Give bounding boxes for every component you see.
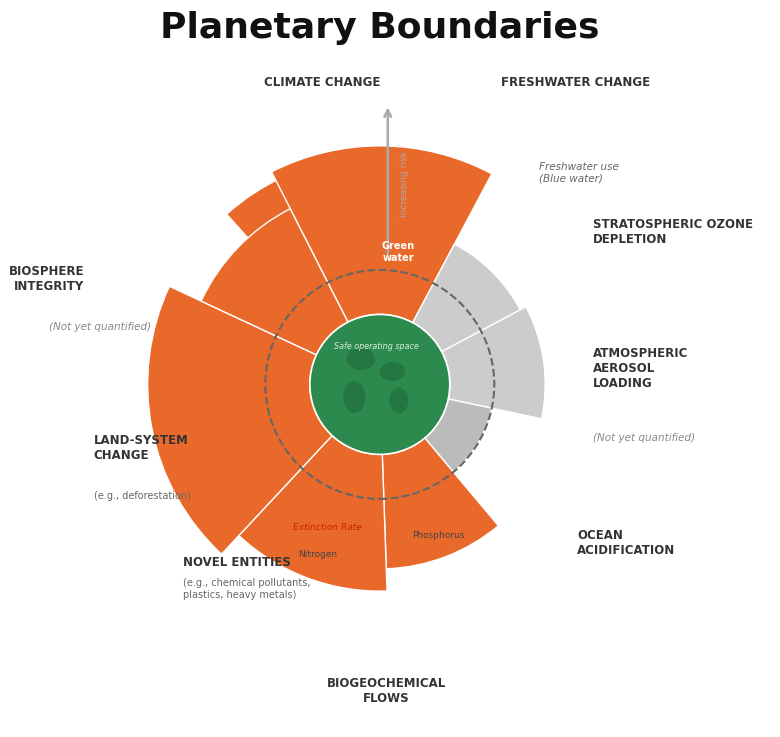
Wedge shape bbox=[382, 438, 498, 569]
Wedge shape bbox=[407, 279, 448, 329]
Wedge shape bbox=[147, 286, 332, 554]
Wedge shape bbox=[227, 157, 371, 332]
Text: Green
water: Green water bbox=[382, 241, 415, 263]
Text: Freshwater use
(Blue water): Freshwater use (Blue water) bbox=[539, 162, 619, 184]
Text: Planetary Boundaries: Planetary Boundaries bbox=[160, 11, 600, 45]
Text: Increasing risk: Increasing risk bbox=[400, 151, 410, 217]
Text: (Not yet quantified): (Not yet quantified) bbox=[593, 433, 695, 444]
Text: Safe operating space: Safe operating space bbox=[335, 342, 419, 351]
Wedge shape bbox=[360, 226, 442, 320]
Text: (e.g., chemical pollutants,
plastics, heavy metals): (e.g., chemical pollutants, plastics, he… bbox=[183, 579, 310, 600]
Text: CLIMATE CHANGE: CLIMATE CHANGE bbox=[264, 76, 381, 88]
Text: STRATOSPHERIC OZONE
DEPLETION: STRATOSPHERIC OZONE DEPLETION bbox=[593, 217, 753, 245]
Text: ATMOSPHERIC
AEROSOL
LOADING: ATMOSPHERIC AEROSOL LOADING bbox=[593, 347, 688, 390]
Ellipse shape bbox=[346, 348, 375, 370]
Text: FRESHWATER CHANGE: FRESHWATER CHANGE bbox=[501, 76, 650, 88]
Text: (Not yet quantified): (Not yet quantified) bbox=[48, 322, 151, 332]
Text: Phosphorus: Phosphorus bbox=[412, 531, 464, 540]
Wedge shape bbox=[413, 244, 520, 352]
Wedge shape bbox=[422, 293, 481, 352]
Ellipse shape bbox=[389, 388, 409, 413]
Text: BIOSPHERE
INTEGRITY: BIOSPHERE INTEGRITY bbox=[9, 265, 84, 293]
Wedge shape bbox=[425, 399, 492, 472]
Text: OCEAN
ACIDIFICATION: OCEAN ACIDIFICATION bbox=[577, 529, 675, 557]
Text: NOVEL ENTITIES: NOVEL ENTITIES bbox=[183, 556, 290, 569]
Text: BIOGEOCHEMICAL
FLOWS: BIOGEOCHEMICAL FLOWS bbox=[327, 677, 446, 705]
Wedge shape bbox=[239, 436, 387, 591]
Text: (e.g., deforestation): (e.g., deforestation) bbox=[94, 491, 190, 500]
Ellipse shape bbox=[343, 381, 366, 413]
Wedge shape bbox=[271, 146, 492, 323]
Text: LAND-SYSTEM
CHANGE: LAND-SYSTEM CHANGE bbox=[94, 434, 188, 462]
Ellipse shape bbox=[380, 362, 406, 381]
Text: Nitrogen: Nitrogen bbox=[298, 551, 338, 559]
Wedge shape bbox=[201, 209, 348, 354]
Circle shape bbox=[310, 315, 450, 455]
Text: Extinction Rate: Extinction Rate bbox=[293, 523, 362, 532]
Wedge shape bbox=[441, 307, 545, 419]
